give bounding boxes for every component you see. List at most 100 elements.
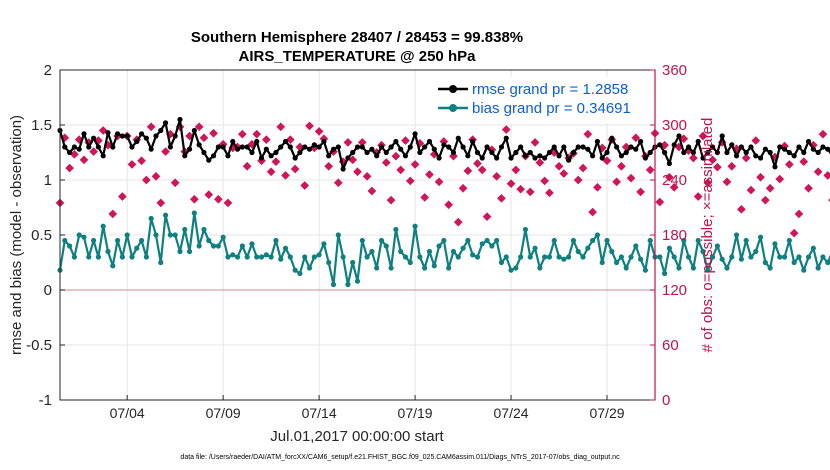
bias-point <box>114 237 121 244</box>
bias-point <box>398 248 404 255</box>
obs-marker <box>593 182 602 192</box>
obs-marker <box>813 167 823 177</box>
rmse-point <box>282 138 289 145</box>
obs-marker <box>396 165 406 175</box>
obs-marker <box>818 129 828 139</box>
bias-point <box>278 256 284 262</box>
rmse-point <box>182 153 188 159</box>
obs-marker <box>799 157 809 167</box>
bias-point <box>594 232 601 238</box>
rmse-point <box>733 153 740 159</box>
bias-point <box>671 254 677 260</box>
rmse-point <box>302 144 308 150</box>
rmse-point <box>671 142 677 148</box>
rmse-point <box>729 142 735 148</box>
bias-point <box>177 248 183 255</box>
obs-marker <box>209 128 218 138</box>
bias-point <box>172 232 178 238</box>
bias-point <box>551 237 557 244</box>
rmse-point <box>705 149 711 156</box>
rmse-point <box>62 144 68 150</box>
obs-marker <box>612 177 621 187</box>
rmse-point <box>378 144 385 150</box>
obs-marker <box>794 209 804 219</box>
bias-point <box>287 254 293 260</box>
bias-point <box>76 232 82 238</box>
obs-marker <box>386 195 396 205</box>
obs-marker <box>698 131 708 141</box>
bias-point <box>254 254 260 260</box>
bias-point <box>450 248 457 255</box>
bias-point <box>206 237 212 244</box>
obs-marker <box>194 122 204 132</box>
axis-ticks: 2 1.5 1 0.5 0 -0.5 -1 360 300 240 180 120 60 0 07/04 07… <box>26 62 687 421</box>
obs-marker <box>242 161 252 171</box>
rmse-point <box>489 149 495 156</box>
legend-bias-label: bias grand pr = 0.34691 <box>472 100 631 117</box>
bias-point <box>335 232 341 238</box>
obs-marker <box>492 171 502 181</box>
obs-marker <box>559 169 569 178</box>
bias-point <box>633 243 639 249</box>
rmse-point <box>162 120 169 126</box>
chart-title-line2: AIRS_TEMPERATURE @ 250 hPa <box>239 48 477 65</box>
obs-marker <box>751 136 761 145</box>
bias-point <box>95 254 101 260</box>
rmse-point <box>186 146 193 152</box>
rmse-point <box>474 149 481 156</box>
bias-point <box>609 248 615 255</box>
rmse-point <box>191 127 197 134</box>
x-tick-label: 07/04 <box>110 405 145 421</box>
bias-point <box>700 248 706 255</box>
bias-point <box>239 243 245 249</box>
bias-point <box>681 237 687 244</box>
rmse-point <box>676 133 682 139</box>
bias-point <box>230 252 236 258</box>
obs-marker <box>276 122 286 132</box>
rmse-point <box>407 144 413 150</box>
bias-point <box>522 226 529 233</box>
bias-point <box>546 254 553 260</box>
rmse-point <box>206 157 212 163</box>
bias-point <box>244 254 250 260</box>
rmse-point <box>138 131 145 137</box>
y-tick-label-left: 2 <box>44 62 52 79</box>
chart-title-line1: Southern Hemisphere 28407 / 28453 = 99.8… <box>191 29 523 46</box>
bias-point <box>182 226 188 233</box>
rmse-point <box>201 149 207 156</box>
rmse-point <box>345 155 351 161</box>
bias-point <box>647 237 653 244</box>
bias-point <box>738 256 744 262</box>
rmse-point <box>513 149 519 156</box>
obs-marker <box>458 183 468 193</box>
rmse-point <box>460 144 466 150</box>
rmse-point <box>278 144 284 150</box>
rmse-point <box>71 144 77 150</box>
rmse-point <box>743 149 749 156</box>
rmse-point <box>580 144 586 150</box>
bias-point <box>781 254 788 260</box>
bias-point <box>66 243 73 249</box>
rmse-point <box>585 146 591 152</box>
bias-point <box>455 254 461 260</box>
rmse-point <box>666 160 672 167</box>
rmse-point <box>441 142 447 148</box>
rmse-point <box>134 138 140 145</box>
bias-point <box>638 256 644 262</box>
bias-point <box>690 265 696 271</box>
rmse-point <box>661 149 668 156</box>
obs-marker <box>453 217 463 227</box>
bias-point <box>604 237 610 244</box>
bias-point <box>801 267 807 273</box>
obs-marker <box>540 176 549 186</box>
obs-marker <box>804 183 813 193</box>
rmse-point <box>311 142 317 148</box>
rmse-point <box>614 144 620 150</box>
bias-point <box>489 243 495 249</box>
bias-point <box>302 254 308 260</box>
obs-marker <box>425 170 434 179</box>
legend-rmse-label: rmse grand pr = 1.2858 <box>472 81 628 98</box>
obs-marker <box>761 195 770 205</box>
rmse-point <box>326 153 332 159</box>
y-tick-label-left: 0 <box>44 282 52 299</box>
